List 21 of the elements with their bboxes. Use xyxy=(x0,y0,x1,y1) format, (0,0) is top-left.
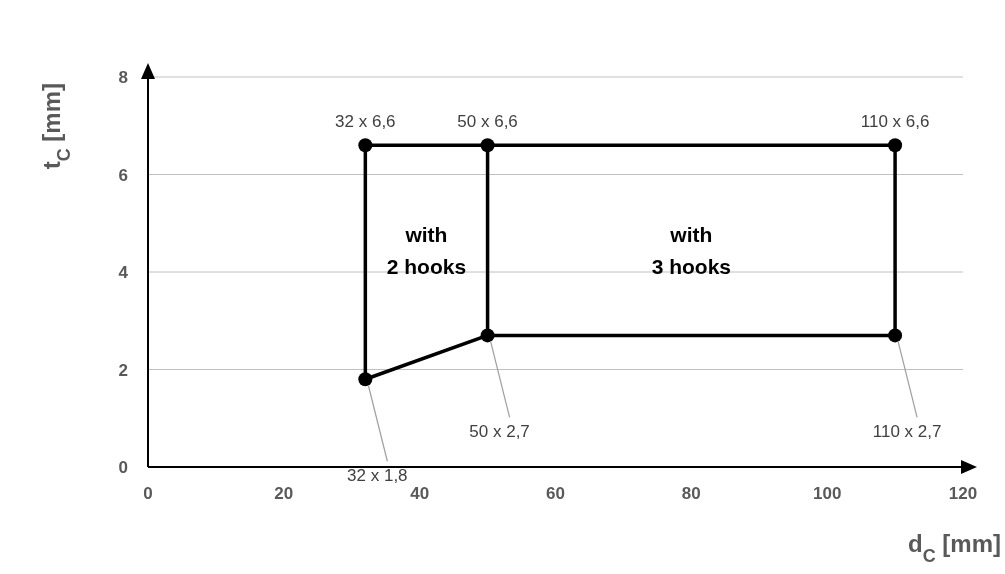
y-tick-label: 4 xyxy=(118,263,129,282)
annotation: 32 x 1,8 xyxy=(347,466,408,486)
y-tick-label: 8 xyxy=(118,68,128,87)
annotation: with 2 hooks xyxy=(386,223,467,279)
x-tick-label: 0 xyxy=(143,484,153,503)
y-tick-label: 6 xyxy=(118,165,128,185)
annotation: with 3 hooks xyxy=(651,223,732,279)
x-tick-label: 120 xyxy=(948,484,978,503)
x-axis-title: d$_{C}$ [mm] xyxy=(907,530,1001,566)
annotation: 110 x 6,6 xyxy=(860,112,930,132)
x-tick-label: 80 xyxy=(681,484,701,503)
x-tick-label: 100 xyxy=(812,484,842,503)
annotation: 110 x 2,7 xyxy=(872,422,942,442)
annotation: 50 x 2,7 xyxy=(469,422,530,442)
x-tick-label: 60 xyxy=(546,484,565,503)
annotation: 50 x 6,6 xyxy=(457,112,518,132)
y-tick-label: 2 xyxy=(118,360,128,380)
x-tick-label: 40 xyxy=(410,484,430,503)
annotation: 32 x 6,6 xyxy=(335,112,396,132)
x-tick-label: 20 xyxy=(274,484,294,503)
y-tick-label: 0 xyxy=(118,458,128,477)
